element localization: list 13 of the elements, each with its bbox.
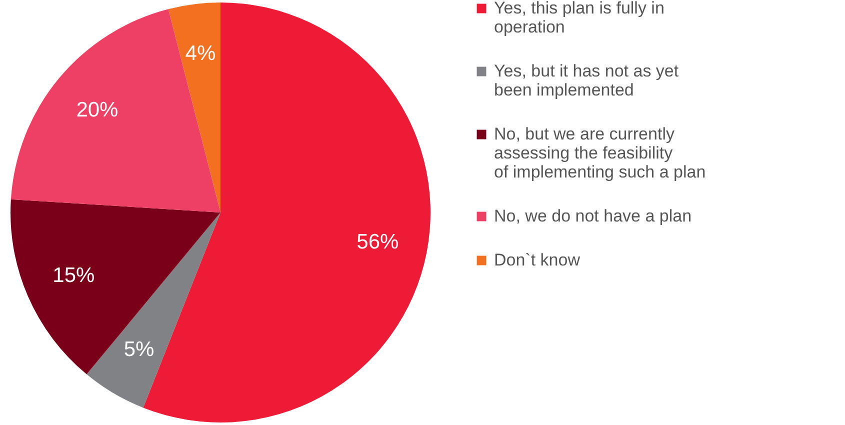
- legend-label: Yes, but it has not as yet been implemented: [494, 62, 679, 100]
- pie-slice: [10, 199, 220, 374]
- data-label: 15%: [52, 264, 95, 288]
- data-label: 5%: [124, 338, 154, 362]
- pie-slice: [10, 9, 220, 212]
- legend-label: Yes, this plan is fully in operation: [494, 0, 664, 36]
- legend-label: No, we do not have a plan: [494, 206, 692, 226]
- pie-slice: [168, 2, 220, 212]
- legend-label: No, but we are currently assessing the feasibility of implementing such a plan: [494, 124, 706, 182]
- data-label: 56%: [356, 230, 399, 254]
- data-label: 20%: [76, 98, 118, 122]
- legend-label: Don`t know: [494, 250, 581, 270]
- data-label: 4%: [185, 42, 216, 65]
